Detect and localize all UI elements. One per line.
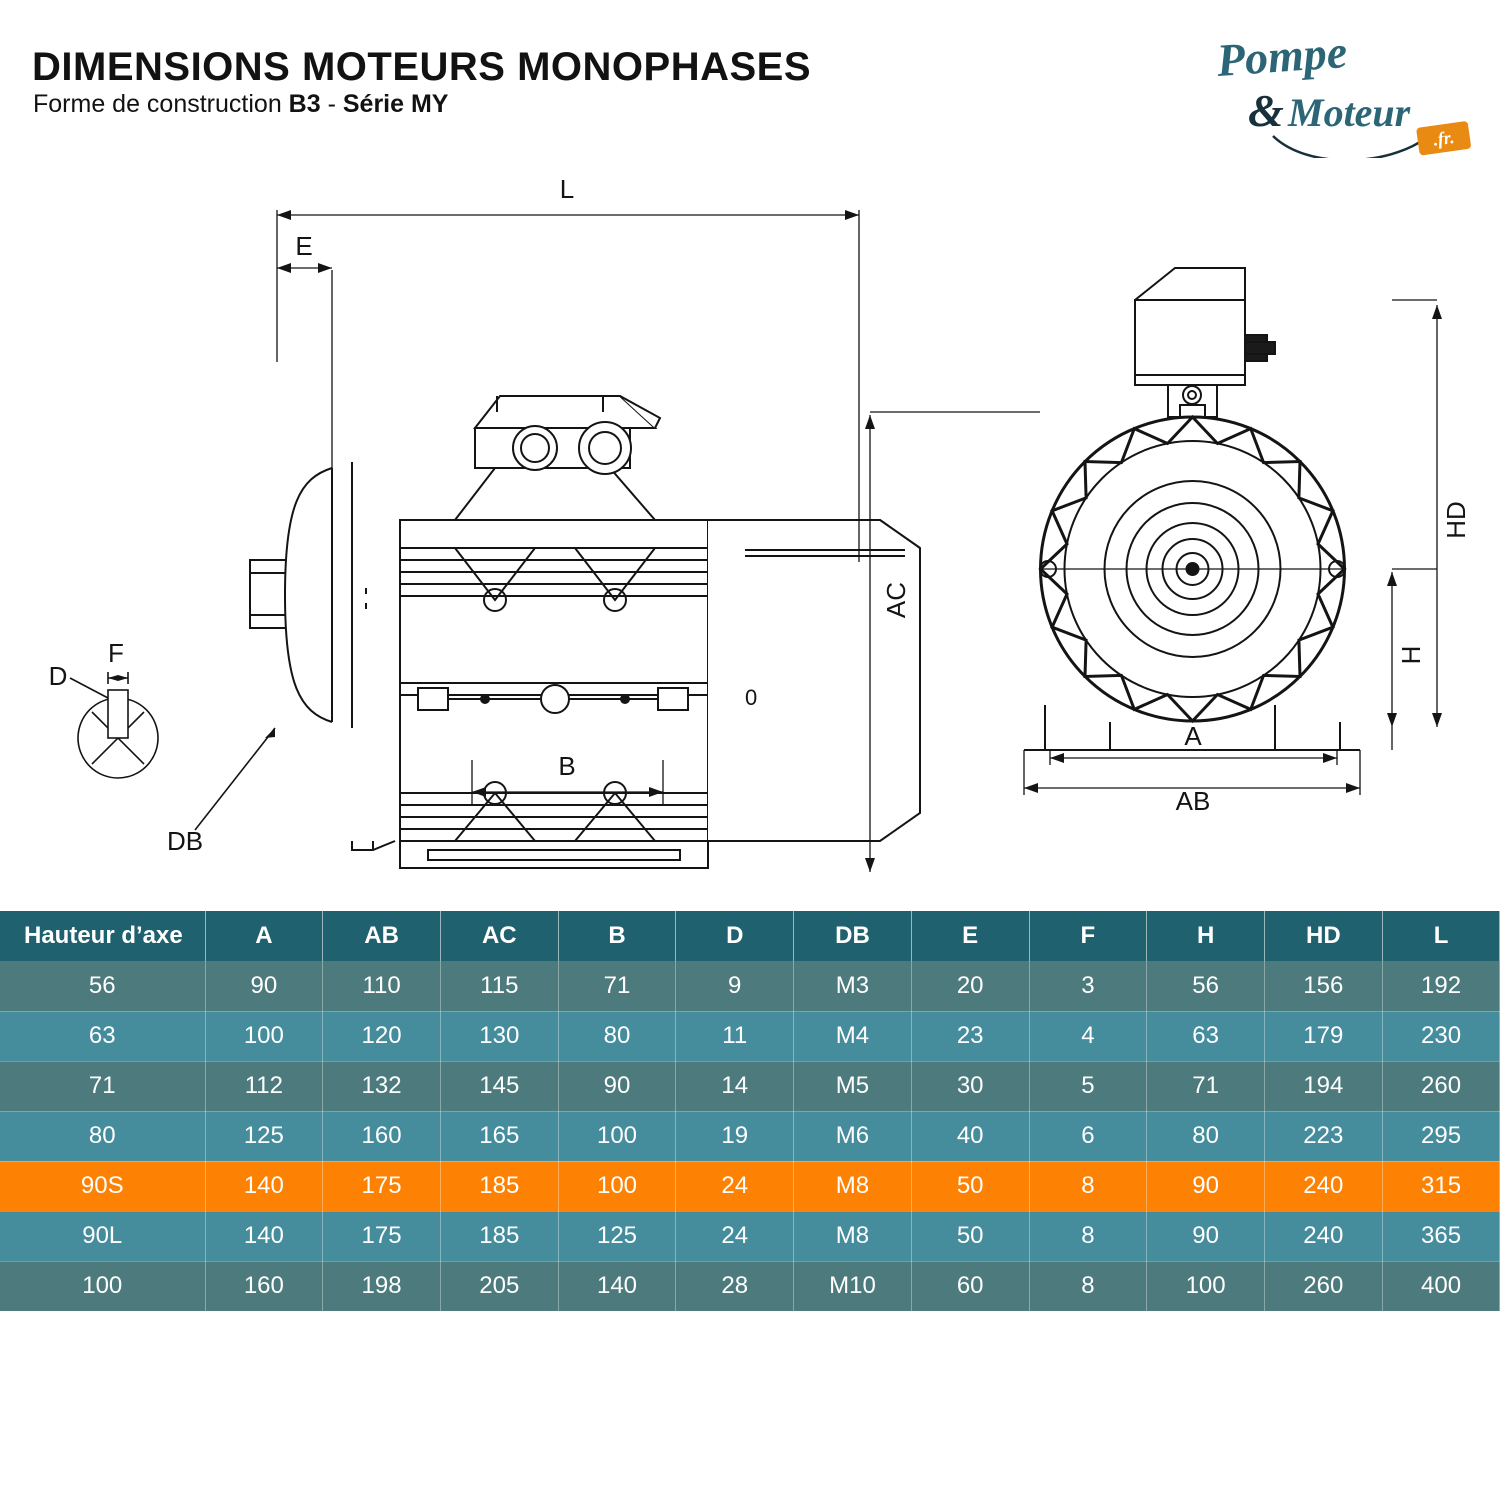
svg-text:B: B [558, 751, 575, 781]
svg-text:H: H [1396, 646, 1426, 665]
svg-text:L: L [560, 174, 574, 204]
svg-text:Moteur: Moteur [1287, 90, 1411, 135]
svg-text:A: A [1184, 721, 1202, 751]
svg-text:&: & [1248, 85, 1284, 136]
svg-text:.fr.: .fr. [1432, 127, 1456, 150]
svg-text:E: E [295, 231, 312, 261]
svg-text:AB: AB [1176, 786, 1211, 816]
svg-text:0: 0 [745, 685, 757, 710]
svg-text:AC: AC [881, 582, 911, 618]
svg-text:F: F [108, 638, 124, 668]
svg-text:DB: DB [167, 826, 203, 856]
svg-text:Pompe: Pompe [1218, 28, 1349, 86]
svg-text:D: D [49, 661, 68, 691]
svg-text:HD: HD [1441, 501, 1471, 539]
